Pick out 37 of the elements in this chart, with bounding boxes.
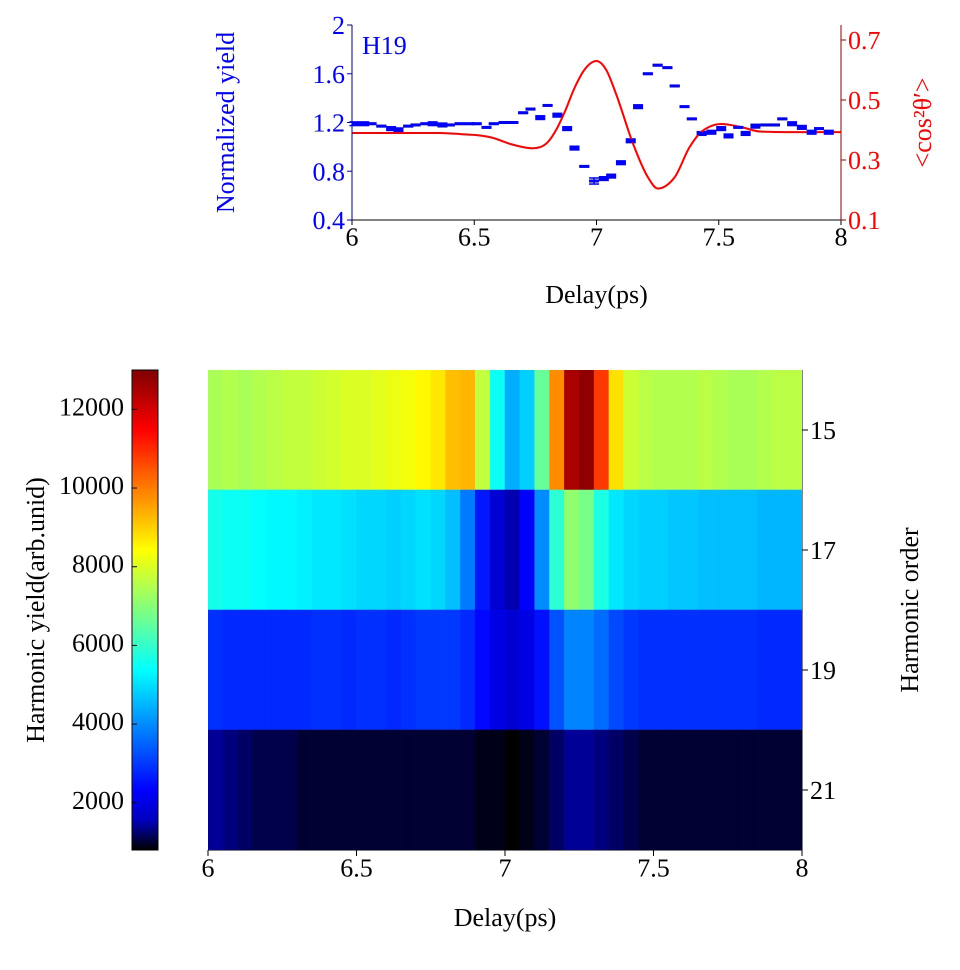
y2-tick-label: 0.3 [848, 146, 880, 176]
x-tick-label: 6.5 [458, 222, 490, 252]
y-tick-label: 2 [332, 11, 345, 40]
y2-tick-label: 0.5 [848, 86, 880, 116]
x-tick-label: 6 [346, 222, 358, 252]
color-bar-label: 4000 [72, 707, 124, 736]
y-tick-label: 19 [810, 656, 836, 686]
y-tick-label: 0.4 [312, 206, 345, 236]
x-tick-label: 7 [498, 853, 512, 882]
y-tick-label: 1.6 [312, 60, 345, 89]
y-tick-label: 15 [810, 416, 836, 446]
x-tick-label: 6 [202, 853, 214, 882]
color-bar-label: 12000 [59, 392, 124, 422]
color-bar-label: 2000 [72, 786, 124, 815]
color-bar-label: 6000 [72, 628, 124, 658]
x-tick-label: 8 [796, 853, 808, 882]
annotation: H19 [362, 31, 407, 61]
y2-axis-title: <cos²θ′> [908, 78, 937, 168]
y-tick-label: 17 [810, 536, 836, 566]
x-tick-label: 7 [590, 222, 603, 252]
y2-tick-label: 0.7 [848, 26, 880, 56]
color-bar-label: 8000 [72, 550, 124, 579]
x-tick-label: 6.5 [340, 853, 373, 882]
x-axis-title: Delay(ps) [545, 280, 648, 309]
color-bar-title: Harmonic yield(arb.unid) [20, 477, 50, 743]
y-axis-title: Normalized yield [210, 32, 240, 214]
y2-tick-label: 0.1 [848, 206, 880, 236]
y-tick-label: 21 [810, 776, 836, 806]
y-axis-title: Harmonic order [894, 527, 924, 693]
color-bar-label: 10000 [59, 471, 124, 500]
x-tick-label: 8 [834, 222, 848, 252]
x-axis-title: Delay(ps) [454, 902, 556, 932]
line-series [352, 60, 841, 190]
y-tick-label: 0.8 [312, 157, 345, 186]
x-tick-label: 7.5 [702, 222, 735, 252]
y-tick-label: 1.2 [312, 108, 345, 138]
x-tick-label: 7.5 [637, 853, 670, 882]
